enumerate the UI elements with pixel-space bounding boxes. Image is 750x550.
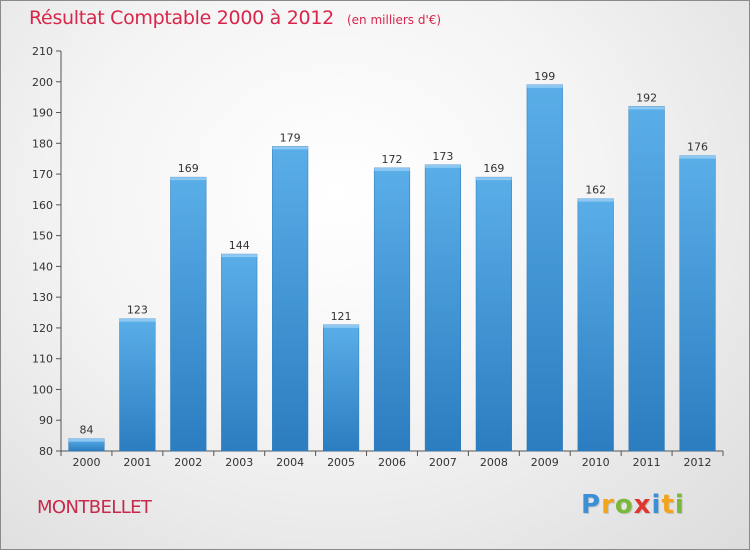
bar-highlight <box>476 177 512 181</box>
bar-2012[interactable] <box>679 155 716 452</box>
x-tick-label: 2008 <box>480 456 508 469</box>
bar-highlight <box>679 155 716 159</box>
bar-highlight <box>272 146 308 150</box>
logo-letter: r <box>601 490 615 520</box>
logo-letter: t <box>661 490 675 520</box>
data-label: 173 <box>432 150 453 163</box>
bar-highlight <box>68 438 105 442</box>
data-label: 176 <box>687 141 708 154</box>
data-label: 172 <box>382 153 403 166</box>
bars <box>68 84 716 452</box>
data-label: 192 <box>636 91 657 104</box>
bar-2006[interactable] <box>373 167 411 452</box>
bar-2008[interactable] <box>475 176 512 452</box>
x-tick-label: 2006 <box>378 456 406 469</box>
data-label: 169 <box>178 162 199 175</box>
logo-letter: i <box>674 490 685 520</box>
bar-highlight <box>170 177 207 181</box>
bar-2003[interactable] <box>221 253 258 452</box>
bar-2004[interactable] <box>272 146 309 452</box>
bar-highlight <box>577 198 614 202</box>
data-labels: 84 123 169 144 179 121 172 173 169 199 162 192 176 <box>79 70 708 437</box>
y-tick-label: 150 <box>32 230 53 243</box>
logo-letter: i <box>651 490 662 520</box>
x-tick-label: 2009 <box>531 456 559 469</box>
bar-highlight <box>323 324 359 328</box>
x-tick-label: 2002 <box>174 456 202 469</box>
data-label: 179 <box>280 131 301 144</box>
y-axis: 80 90 100 110 120 130 140 150 160 170 180 190 200 210 <box>32 45 62 458</box>
bar-highlight <box>119 318 156 322</box>
y-tick-label: 110 <box>32 353 53 366</box>
x-tick-label: 2003 <box>225 456 253 469</box>
bar-2009[interactable] <box>526 84 563 452</box>
x-tick-label: 2007 <box>429 456 457 469</box>
x-tick-label: 2010 <box>582 456 610 469</box>
bar-highlight <box>425 164 461 168</box>
y-tick-label: 160 <box>32 199 53 212</box>
x-tick-label: 2012 <box>684 456 712 469</box>
y-tick-label: 80 <box>39 445 53 458</box>
logo-letter: x <box>633 490 652 520</box>
x-tick-label: 2000 <box>72 456 100 469</box>
logo-letter: P <box>581 490 602 520</box>
y-tick-label: 180 <box>32 137 53 150</box>
data-label: 123 <box>127 304 148 317</box>
proxiti-logo[interactable]: Proxiti <box>581 490 685 520</box>
y-tick-label: 210 <box>32 45 53 58</box>
bar-2007[interactable] <box>424 164 461 452</box>
x-tick-label: 2005 <box>327 456 355 469</box>
logo-letter: o <box>614 490 634 520</box>
bar-2005[interactable] <box>323 324 360 452</box>
bar-highlight <box>221 254 258 258</box>
y-tick-label: 130 <box>32 291 53 304</box>
bar-2002[interactable] <box>170 176 207 452</box>
bar-2010[interactable] <box>577 198 614 452</box>
y-tick-label: 90 <box>39 414 53 427</box>
data-label: 169 <box>483 162 504 175</box>
title-row: Résultat Comptable 2000 à 2012 (en milli… <box>29 7 441 29</box>
data-label: 121 <box>331 310 352 323</box>
data-label: 199 <box>534 70 555 83</box>
place-name: MONTBELLET <box>37 497 152 518</box>
x-tick-label: 2004 <box>276 456 304 469</box>
chart-subtitle: (en milliers d'€) <box>346 13 442 27</box>
data-label: 84 <box>79 424 93 437</box>
y-tick-label: 170 <box>32 168 53 181</box>
y-tick-label: 190 <box>32 107 53 120</box>
bar-highlight <box>526 84 563 88</box>
y-tick-label: 200 <box>32 76 53 89</box>
x-axis: 2000 2001 2002 2003 2004 2005 2006 2007 2008 2009… <box>60 450 724 469</box>
y-tick-label: 140 <box>32 260 53 273</box>
bar-2001[interactable] <box>119 318 156 452</box>
y-tick-label: 120 <box>32 322 53 335</box>
data-label: 162 <box>585 184 606 197</box>
bar-highlight <box>628 106 665 110</box>
x-tick-label: 2001 <box>123 456 151 469</box>
bar-2011[interactable] <box>628 106 665 452</box>
y-tick-label: 100 <box>32 383 53 396</box>
chart-title: Résultat Comptable 2000 à 2012 <box>29 7 334 29</box>
bar-highlight <box>374 167 410 171</box>
data-label: 144 <box>229 239 250 252</box>
x-tick-label: 2011 <box>633 456 661 469</box>
